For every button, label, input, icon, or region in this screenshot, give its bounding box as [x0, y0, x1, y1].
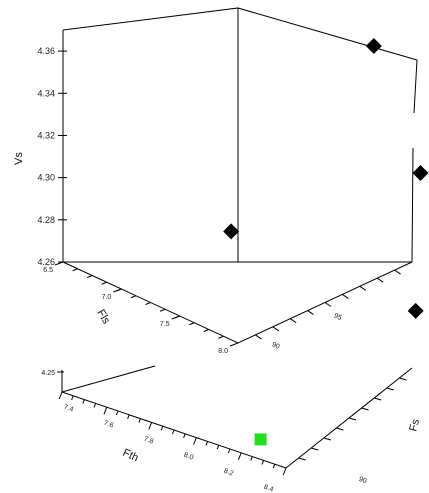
fls-tick-label: 7.5 — [160, 321, 170, 328]
fs-tick — [311, 447, 319, 451]
chart1-back-right-wall — [237, 7, 418, 114]
chart1-floor — [62, 261, 413, 344]
fth-tick — [171, 429, 175, 435]
chart1-back-right-wall-edge — [411, 147, 414, 263]
fth-tick — [272, 464, 276, 469]
fth-tick — [58, 391, 63, 400]
vs-tick-label: 4.30 — [37, 173, 55, 183]
z-minor-tick — [324, 302, 332, 307]
y-tick-label: 4.25 — [41, 370, 55, 377]
fth-tick-label: 7.8 — [143, 436, 155, 446]
fth-tick-label: 7.6 — [103, 420, 115, 430]
fs-tick — [298, 457, 306, 461]
data-point — [254, 433, 267, 446]
fth-tick — [115, 410, 119, 416]
fth-tick — [183, 433, 186, 438]
chart2-fth-ticks: 7.4 7.6 7.8 8.0 8.2 8.4 — [58, 391, 287, 493]
fls-minor-tick — [116, 288, 122, 292]
fth-tick — [148, 422, 153, 430]
fls-minor-tick — [218, 335, 224, 339]
z-minor-tick — [307, 310, 314, 316]
data-point — [365, 37, 382, 54]
chart-1: 4.26 4.28 4.30 4.32 4.34 4.36 6.5 7.0 7.5 8.0 90… — [13, 7, 429, 355]
chart1-vs-ticks: 4.26 4.28 4.30 4.32 4.34 4.36 — [37, 46, 67, 267]
fth-tick — [93, 403, 97, 408]
fs-tick — [361, 407, 369, 411]
fth-tick — [138, 418, 141, 423]
fls-tick-label: 7.0 — [102, 294, 112, 301]
vs-tick-label: 4.36 — [37, 46, 55, 56]
chart1-xlabel: Fls — [94, 308, 112, 327]
fls-minor-tick — [72, 268, 78, 272]
z-minor-tick — [342, 293, 349, 299]
fls-minor-tick — [130, 295, 137, 299]
fth-tick-label: 7.4 — [63, 404, 75, 414]
fs-tick — [386, 387, 394, 391]
chart1-ylabel: Vs — [13, 152, 25, 165]
fls-tick-label: 8.0 — [218, 348, 228, 355]
z-minor-tick — [272, 326, 280, 332]
fth-tick — [250, 456, 253, 461]
chart-2: 4.25 7.4 7.6 7.8 8.0 8.2 8.4 90 Fth Fs — [41, 365, 422, 493]
data-point — [412, 165, 429, 181]
fth-tick — [82, 399, 85, 404]
fs-tick — [323, 437, 331, 441]
chart2-back-wall-edge — [61, 365, 156, 393]
z-minor-tick — [394, 269, 401, 275]
z-minor-tick — [289, 318, 297, 324]
z-tick-label: 95 — [333, 312, 343, 322]
fls-tick — [229, 342, 239, 347]
vs-tick-label: 4.34 — [37, 88, 55, 98]
fs-tick-label: 90 — [358, 476, 368, 485]
data-point — [223, 223, 240, 240]
vs-tick-label: 4.26 — [37, 257, 55, 267]
fth-tick — [227, 448, 231, 454]
fth-tick — [103, 407, 108, 415]
fls-minor-tick — [145, 302, 151, 305]
fth-tick-label: 8.2 — [223, 468, 235, 478]
fth-tick-label: 8.0 — [183, 452, 195, 462]
chart1-fls-ticks: 6.5 7.0 7.5 8.0 — [43, 261, 239, 355]
fls-minor-tick — [159, 308, 166, 312]
fs-tick — [374, 397, 382, 401]
z-tick-label: 90 — [270, 341, 280, 351]
chart2-y-ticks: 4.25 — [41, 370, 64, 377]
fth-tick — [282, 467, 287, 476]
chart1-back-left-wall — [62, 7, 239, 262]
fls-minor-tick — [174, 315, 180, 319]
fls-minor-tick — [86, 275, 93, 278]
fls-minor-tick — [203, 329, 210, 332]
fs-tick — [348, 417, 357, 421]
data-point — [407, 302, 424, 319]
chart2-points — [254, 433, 267, 446]
fth-tick — [127, 414, 130, 419]
fls-tick — [54, 261, 64, 266]
fs-tick — [336, 427, 344, 431]
chart1-z-ticks: 90 95 — [255, 269, 401, 351]
z-minor-tick — [359, 285, 367, 291]
fth-tick — [216, 445, 220, 450]
fth-tick — [71, 395, 74, 400]
fth-tick — [205, 441, 209, 446]
vs-tick-label: 4.32 — [37, 130, 55, 140]
fls-tick-label: 6.5 — [43, 267, 53, 274]
vs-tick-label: 4.28 — [37, 215, 55, 225]
fls-minor-tick — [101, 281, 107, 285]
z-minor-tick — [255, 334, 262, 340]
fth-tick — [193, 437, 197, 445]
chart2-fs-ticks: 90 — [298, 377, 407, 485]
fs-tick — [399, 377, 407, 381]
fth-tick — [160, 426, 164, 431]
fth-tick — [237, 452, 242, 460]
fth-tick — [261, 460, 265, 465]
fth-tick-label: 8.4 — [263, 484, 275, 493]
chart2-xlabel: Fth — [121, 447, 140, 465]
chart1-points — [223, 37, 429, 319]
z-minor-tick — [376, 277, 384, 283]
fls-minor-tick — [189, 322, 195, 326]
chart2-zlabel: Fs — [407, 417, 422, 432]
